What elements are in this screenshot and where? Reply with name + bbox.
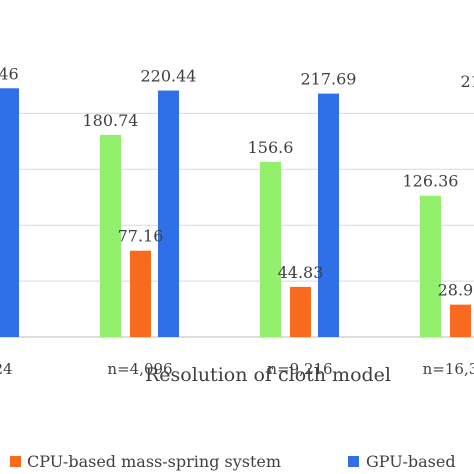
bar-series-1-3 [450, 304, 471, 337]
data-label-1-3: 28.95 [438, 281, 474, 300]
x-tick-label: n=4,096 [107, 360, 172, 378]
legend-swatch-cpu [10, 456, 21, 467]
x-axis-title: Resolution of cloth model [145, 364, 391, 386]
data-label-0-3: 126.36 [403, 172, 459, 191]
data-label-2-2: 217.69 [301, 70, 357, 89]
legend-label-gpu: GPU-based [366, 452, 456, 471]
bar-series-1-2 [290, 286, 311, 337]
bar-series-0-2 [260, 161, 281, 337]
data-label-2-1: 220.44 [141, 67, 197, 86]
gridlines [0, 112, 474, 338]
bar-series-1-1 [130, 250, 151, 337]
x-tick-label: n=16,384 [423, 360, 474, 378]
legend-label-cpu: CPU-based mass-spring system [27, 452, 281, 471]
bar-series-2-1 [158, 90, 179, 337]
data-label-2-3: 215.39 [461, 72, 474, 91]
x-tick-label: n=9,216 [267, 360, 332, 378]
data-label-0-1: 180.74 [83, 111, 139, 130]
data-label-2-0: 46 [0, 64, 19, 83]
bar-series-0-3 [420, 195, 441, 337]
legend-swatch-gpu [348, 456, 359, 467]
bar-series-2-0 [0, 88, 19, 337]
legend: CPU-based mass-spring system GPU-based [10, 452, 456, 471]
data-label-0-2: 156.6 [248, 138, 294, 157]
bar-series-0-1 [100, 134, 121, 337]
x-tick-label: n=1,024 [0, 360, 13, 378]
bar-series-2-2 [318, 93, 339, 337]
data-labels: 180.74156.6126.36102.2377.1644.8328.9520… [0, 64, 474, 300]
data-label-1-2: 44.83 [278, 263, 324, 282]
bars [0, 88, 471, 337]
data-label-1-1: 77.16 [118, 227, 164, 246]
